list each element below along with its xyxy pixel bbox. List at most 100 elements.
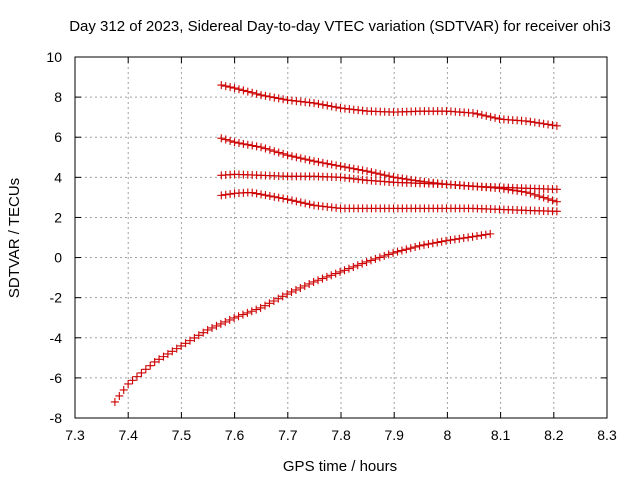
- data-point: [265, 92, 274, 101]
- data-point: [194, 331, 203, 340]
- data-point: [336, 267, 345, 276]
- data-point: [464, 233, 473, 242]
- data-point: [367, 256, 376, 265]
- data-point: [544, 120, 553, 129]
- data-point: [234, 139, 243, 148]
- data-point: [468, 232, 477, 241]
- data-point: [371, 254, 380, 263]
- data-point: [168, 347, 177, 356]
- data-point: [376, 170, 385, 179]
- data-point: [482, 111, 491, 120]
- data-point: [234, 85, 243, 94]
- x-tick-label: 8.3: [597, 427, 617, 443]
- y-tick-label: 4: [54, 169, 62, 185]
- data-point: [208, 323, 217, 332]
- data-point: [283, 290, 292, 299]
- data-point: [530, 118, 539, 127]
- y-axis: -8 -6 -4 -2 0 2 4 6 8 10: [46, 49, 607, 426]
- data-point: [110, 397, 119, 406]
- data-point: [349, 164, 358, 173]
- data-point: [265, 192, 274, 201]
- data-point: [159, 352, 168, 361]
- data-point: [181, 339, 190, 348]
- data-point: [406, 244, 415, 253]
- data-point: [230, 84, 239, 93]
- data-point: [296, 283, 305, 292]
- data-point: [539, 119, 548, 128]
- data-point: [252, 305, 261, 314]
- x-tick-label: 7.4: [118, 427, 138, 443]
- data-point: [256, 303, 265, 312]
- data-point: [265, 299, 274, 308]
- data-point: [548, 196, 557, 205]
- data-point: [283, 195, 292, 204]
- data-point: [217, 191, 226, 200]
- data-point: [318, 158, 327, 167]
- data-point: [199, 328, 208, 337]
- data-point: [265, 145, 274, 154]
- data-point: [115, 391, 124, 400]
- data-point: [380, 251, 389, 260]
- data-point: [344, 264, 353, 273]
- data-point: [252, 142, 261, 151]
- data-point: [433, 238, 442, 247]
- data-point: [305, 200, 314, 209]
- data-point: [257, 143, 266, 152]
- data-point: [340, 163, 349, 172]
- data-point: [411, 243, 420, 252]
- data-point: [221, 317, 230, 326]
- data-point: [323, 159, 332, 168]
- data-point: [354, 165, 363, 174]
- data-point: [274, 193, 283, 202]
- data-point: [248, 88, 257, 97]
- x-tick-label: 8.1: [491, 427, 511, 443]
- data-point: [442, 236, 451, 245]
- data-point: [314, 276, 323, 285]
- data-point: [239, 86, 248, 95]
- data-point: [257, 190, 266, 199]
- data-point: [252, 189, 261, 198]
- data-point: [141, 365, 150, 374]
- x-axis-label: GPS time / hours: [283, 458, 397, 475]
- data-point: [270, 147, 279, 156]
- data-point: [296, 198, 305, 207]
- data-point: [424, 240, 433, 249]
- data-point: [327, 271, 336, 280]
- data-point: [274, 294, 283, 303]
- data-point: [428, 239, 437, 248]
- data-point: [248, 141, 257, 150]
- data-point: [521, 117, 530, 126]
- x-tick-label: 7.3: [65, 427, 85, 443]
- data-point: [450, 235, 459, 244]
- x-tick-label: 7.5: [172, 427, 192, 443]
- data-point: [124, 379, 133, 388]
- data-point: [221, 135, 230, 144]
- data-point: [230, 313, 239, 322]
- data-point: [393, 247, 402, 256]
- data-point: [322, 272, 331, 281]
- data-point: [150, 357, 159, 366]
- data-point: [226, 190, 235, 199]
- data-point: [358, 259, 367, 268]
- data-point: [384, 250, 393, 259]
- data-point: [269, 297, 278, 306]
- data-point: [270, 93, 279, 102]
- data-point: [336, 162, 345, 171]
- data-point: [185, 336, 194, 345]
- data-point: [455, 234, 464, 243]
- data-point: [301, 199, 310, 208]
- data-point: [287, 287, 296, 296]
- data-point: [473, 109, 482, 118]
- data-point: [353, 261, 362, 270]
- data-point: [318, 274, 327, 283]
- chart-title: Day 312 of 2023, Sidereal Day-to-day VTE…: [69, 18, 611, 35]
- data-point: [247, 307, 256, 316]
- data-point: [535, 192, 544, 201]
- data-point: [226, 83, 235, 92]
- data-point: [292, 153, 301, 162]
- data-point: [221, 82, 230, 91]
- data-point: [459, 234, 468, 243]
- satellite-track-2: [217, 81, 561, 130]
